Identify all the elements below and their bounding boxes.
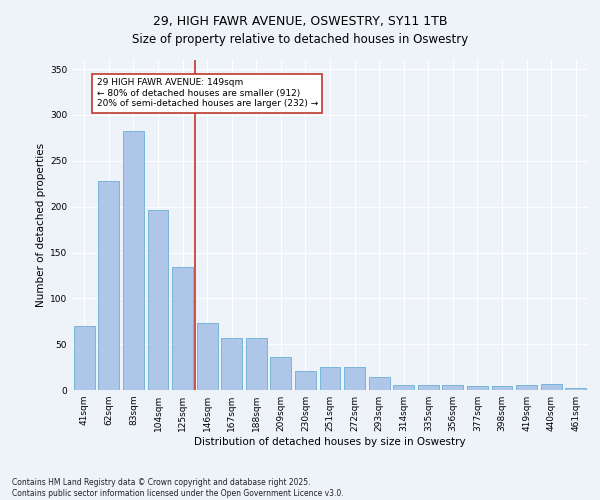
Y-axis label: Number of detached properties: Number of detached properties xyxy=(36,143,46,307)
Bar xyxy=(148,210,169,390)
Bar xyxy=(320,367,340,390)
Text: Size of property relative to detached houses in Oswestry: Size of property relative to detached ho… xyxy=(132,32,468,46)
Bar xyxy=(442,386,463,390)
Bar xyxy=(221,338,242,390)
X-axis label: Distribution of detached houses by size in Oswestry: Distribution of detached houses by size … xyxy=(194,437,466,447)
Bar xyxy=(123,130,144,390)
Bar xyxy=(246,338,267,390)
Bar xyxy=(467,386,488,390)
Bar xyxy=(344,367,365,390)
Bar xyxy=(74,326,95,390)
Bar xyxy=(98,181,119,390)
Bar xyxy=(516,384,537,390)
Text: 29 HIGH FAWR AVENUE: 149sqm
← 80% of detached houses are smaller (912)
20% of se: 29 HIGH FAWR AVENUE: 149sqm ← 80% of det… xyxy=(97,78,318,108)
Bar xyxy=(393,384,414,390)
Text: 29, HIGH FAWR AVENUE, OSWESTRY, SY11 1TB: 29, HIGH FAWR AVENUE, OSWESTRY, SY11 1TB xyxy=(153,15,447,28)
Bar xyxy=(368,377,389,390)
Bar xyxy=(172,267,193,390)
Bar xyxy=(197,323,218,390)
Bar xyxy=(565,388,586,390)
Text: Contains HM Land Registry data © Crown copyright and database right 2025.
Contai: Contains HM Land Registry data © Crown c… xyxy=(12,478,344,498)
Bar xyxy=(491,386,512,390)
Bar xyxy=(271,357,292,390)
Bar xyxy=(295,371,316,390)
Bar xyxy=(418,384,439,390)
Bar xyxy=(541,384,562,390)
